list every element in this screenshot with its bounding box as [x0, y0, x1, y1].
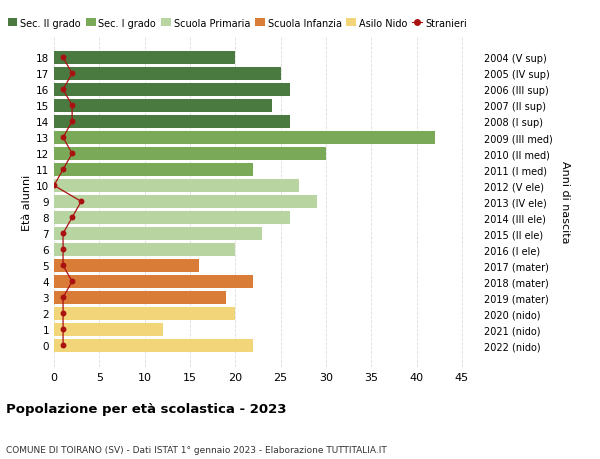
Text: COMUNE DI TOIRANO (SV) - Dati ISTAT 1° gennaio 2023 - Elaborazione TUTTITALIA.IT: COMUNE DI TOIRANO (SV) - Dati ISTAT 1° g…: [6, 445, 387, 454]
Point: [58, 87, 68, 94]
Bar: [54, 323, 163, 336]
Y-axis label: Età alunni: Età alunni: [22, 174, 32, 230]
Bar: [54, 307, 235, 320]
Bar: [54, 275, 253, 288]
Point: [67, 214, 77, 222]
Bar: [54, 259, 199, 272]
Point: [58, 166, 68, 174]
Point: [67, 151, 77, 158]
Point: [67, 278, 77, 285]
Point: [76, 198, 86, 206]
Point: [58, 230, 68, 238]
Point: [58, 134, 68, 142]
Bar: [54, 212, 290, 224]
Point: [58, 55, 68, 62]
Bar: [54, 68, 281, 81]
Bar: [54, 100, 272, 113]
Point: [58, 246, 68, 253]
Point: [58, 294, 68, 302]
Bar: [54, 339, 253, 352]
Point: [58, 326, 68, 333]
Y-axis label: Anni di nascita: Anni di nascita: [560, 161, 569, 243]
Point: [58, 262, 68, 269]
Legend: Sec. II grado, Sec. I grado, Scuola Primaria, Scuola Infanzia, Asilo Nido, Stran: Sec. II grado, Sec. I grado, Scuola Prim…: [8, 18, 467, 28]
Point: [58, 342, 68, 349]
Bar: [54, 179, 299, 192]
Bar: [54, 291, 226, 304]
Bar: [54, 52, 235, 65]
Point: [67, 71, 77, 78]
Text: Popolazione per età scolastica - 2023: Popolazione per età scolastica - 2023: [6, 403, 287, 415]
Point: [67, 118, 77, 126]
Point: [67, 102, 77, 110]
Bar: [54, 147, 326, 161]
Bar: [54, 227, 262, 241]
Bar: [54, 132, 434, 145]
Bar: [54, 116, 290, 129]
Point: [49, 182, 59, 190]
Bar: [54, 163, 253, 177]
Bar: [54, 196, 317, 208]
Bar: [54, 243, 235, 257]
Point: [58, 310, 68, 317]
Bar: [54, 84, 290, 97]
